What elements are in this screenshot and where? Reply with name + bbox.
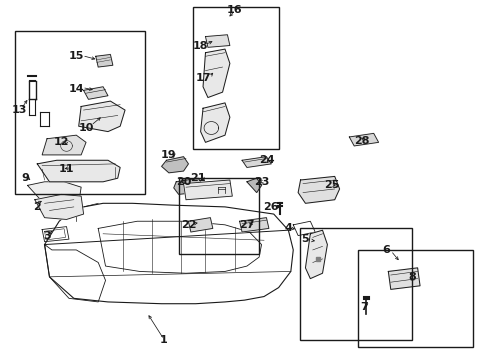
Text: 12: 12	[54, 138, 69, 147]
Polygon shape	[305, 230, 327, 279]
Text: 9: 9	[21, 173, 29, 183]
Text: 25: 25	[324, 180, 339, 190]
Text: 27: 27	[239, 220, 254, 230]
Polygon shape	[183, 180, 232, 200]
Polygon shape	[387, 268, 419, 289]
Bar	[178, 178, 259, 253]
Polygon shape	[173, 178, 203, 194]
Polygon shape	[348, 134, 378, 146]
Text: 17: 17	[195, 73, 210, 83]
Polygon shape	[35, 194, 83, 220]
Text: 15: 15	[68, 51, 84, 61]
Text: 4: 4	[284, 224, 292, 233]
Text: 13: 13	[12, 105, 27, 115]
Polygon shape	[239, 218, 268, 232]
Polygon shape	[298, 176, 339, 203]
Polygon shape	[96, 54, 113, 67]
Text: 20: 20	[176, 177, 191, 187]
Text: 19: 19	[161, 150, 176, 160]
Text: 24: 24	[258, 155, 274, 165]
Bar	[15, 31, 144, 194]
Text: 21: 21	[190, 173, 205, 183]
Bar	[357, 250, 472, 347]
Text: 5: 5	[301, 234, 308, 244]
Polygon shape	[203, 49, 229, 98]
Text: 10: 10	[78, 123, 94, 133]
Text: 28: 28	[353, 136, 368, 145]
Text: 11: 11	[59, 164, 74, 174]
Polygon shape	[83, 87, 108, 99]
Text: 23: 23	[253, 177, 269, 187]
Text: 2: 2	[33, 202, 41, 212]
Text: 8: 8	[408, 272, 416, 282]
Text: 26: 26	[263, 202, 279, 212]
Text: 14: 14	[68, 84, 84, 94]
Text: 22: 22	[180, 220, 196, 230]
Polygon shape	[246, 178, 261, 193]
Text: 3: 3	[43, 231, 51, 240]
Text: 7: 7	[359, 302, 367, 312]
Bar	[299, 228, 411, 339]
Polygon shape	[161, 157, 188, 173]
Polygon shape	[200, 103, 229, 142]
Polygon shape	[242, 157, 271, 167]
Text: 6: 6	[381, 245, 389, 255]
Polygon shape	[205, 35, 229, 47]
Polygon shape	[79, 101, 125, 132]
Text: 16: 16	[226, 5, 242, 15]
Polygon shape	[188, 218, 212, 232]
Text: 1: 1	[160, 334, 167, 345]
Polygon shape	[42, 135, 86, 155]
Bar	[193, 7, 278, 149]
Polygon shape	[37, 160, 120, 182]
Text: 18: 18	[192, 41, 208, 50]
Polygon shape	[27, 182, 81, 207]
